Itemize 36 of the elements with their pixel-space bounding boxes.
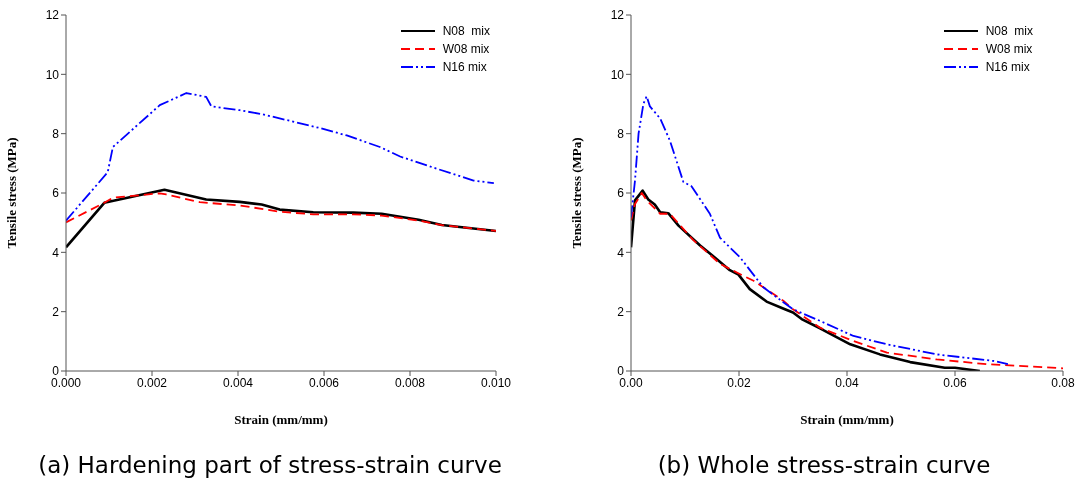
- text: (a) Hardening part of stress-strain curve: [37, 452, 503, 478]
- legend-label: W08 mix: [442, 42, 490, 56]
- legend-label: N16 mix: [442, 60, 487, 74]
- x-axis-title: Strain (mm/mm): [233, 412, 329, 428]
- line-series: [66, 92, 495, 222]
- x-tick-label: 0.08: [1051, 375, 1075, 390]
- legend-label: N08 mix: [442, 24, 490, 38]
- line-series: [66, 192, 496, 232]
- x-tick-label: 0.004: [222, 375, 254, 390]
- x-tick-label: 0.002: [136, 375, 168, 390]
- x-tick-label: 0.008: [394, 375, 426, 390]
- y-tick-label: 8: [617, 126, 625, 141]
- text: (b) Whole stress-strain curve: [656, 452, 992, 478]
- legend-label: N16 mix: [985, 60, 1030, 74]
- y-tick-label: 10: [610, 67, 625, 82]
- x-tick-label: 0.006: [308, 375, 340, 390]
- y-tick-label: 4: [52, 245, 60, 260]
- y-tick-label: 12: [45, 8, 60, 23]
- x-tick-label: 0.010: [480, 375, 512, 390]
- line-series: [631, 95, 1009, 366]
- x-tick-label: 0.04: [835, 375, 859, 390]
- y-tick-label: 10: [45, 67, 60, 82]
- y-axis-title: Tensile stress (MPa): [4, 137, 20, 249]
- y-tick-label: 6: [617, 186, 625, 201]
- y-tick-label: 12: [610, 8, 625, 23]
- legend-label: N08 mix: [985, 24, 1033, 38]
- y-tick-label: 6: [52, 186, 60, 201]
- y-axis-title: Tensile stress (MPa): [569, 137, 585, 249]
- y-tick-label: 2: [617, 304, 625, 319]
- y-tick-label: 4: [617, 245, 625, 260]
- legend-label: W08 mix: [985, 42, 1033, 56]
- y-tick-label: 2: [52, 304, 60, 319]
- y-tick-label: 8: [52, 126, 60, 141]
- x-tick-label: 0.06: [943, 375, 967, 390]
- x-tick-label: 0.02: [727, 375, 751, 390]
- x-axis-title: Strain (mm/mm): [799, 412, 895, 428]
